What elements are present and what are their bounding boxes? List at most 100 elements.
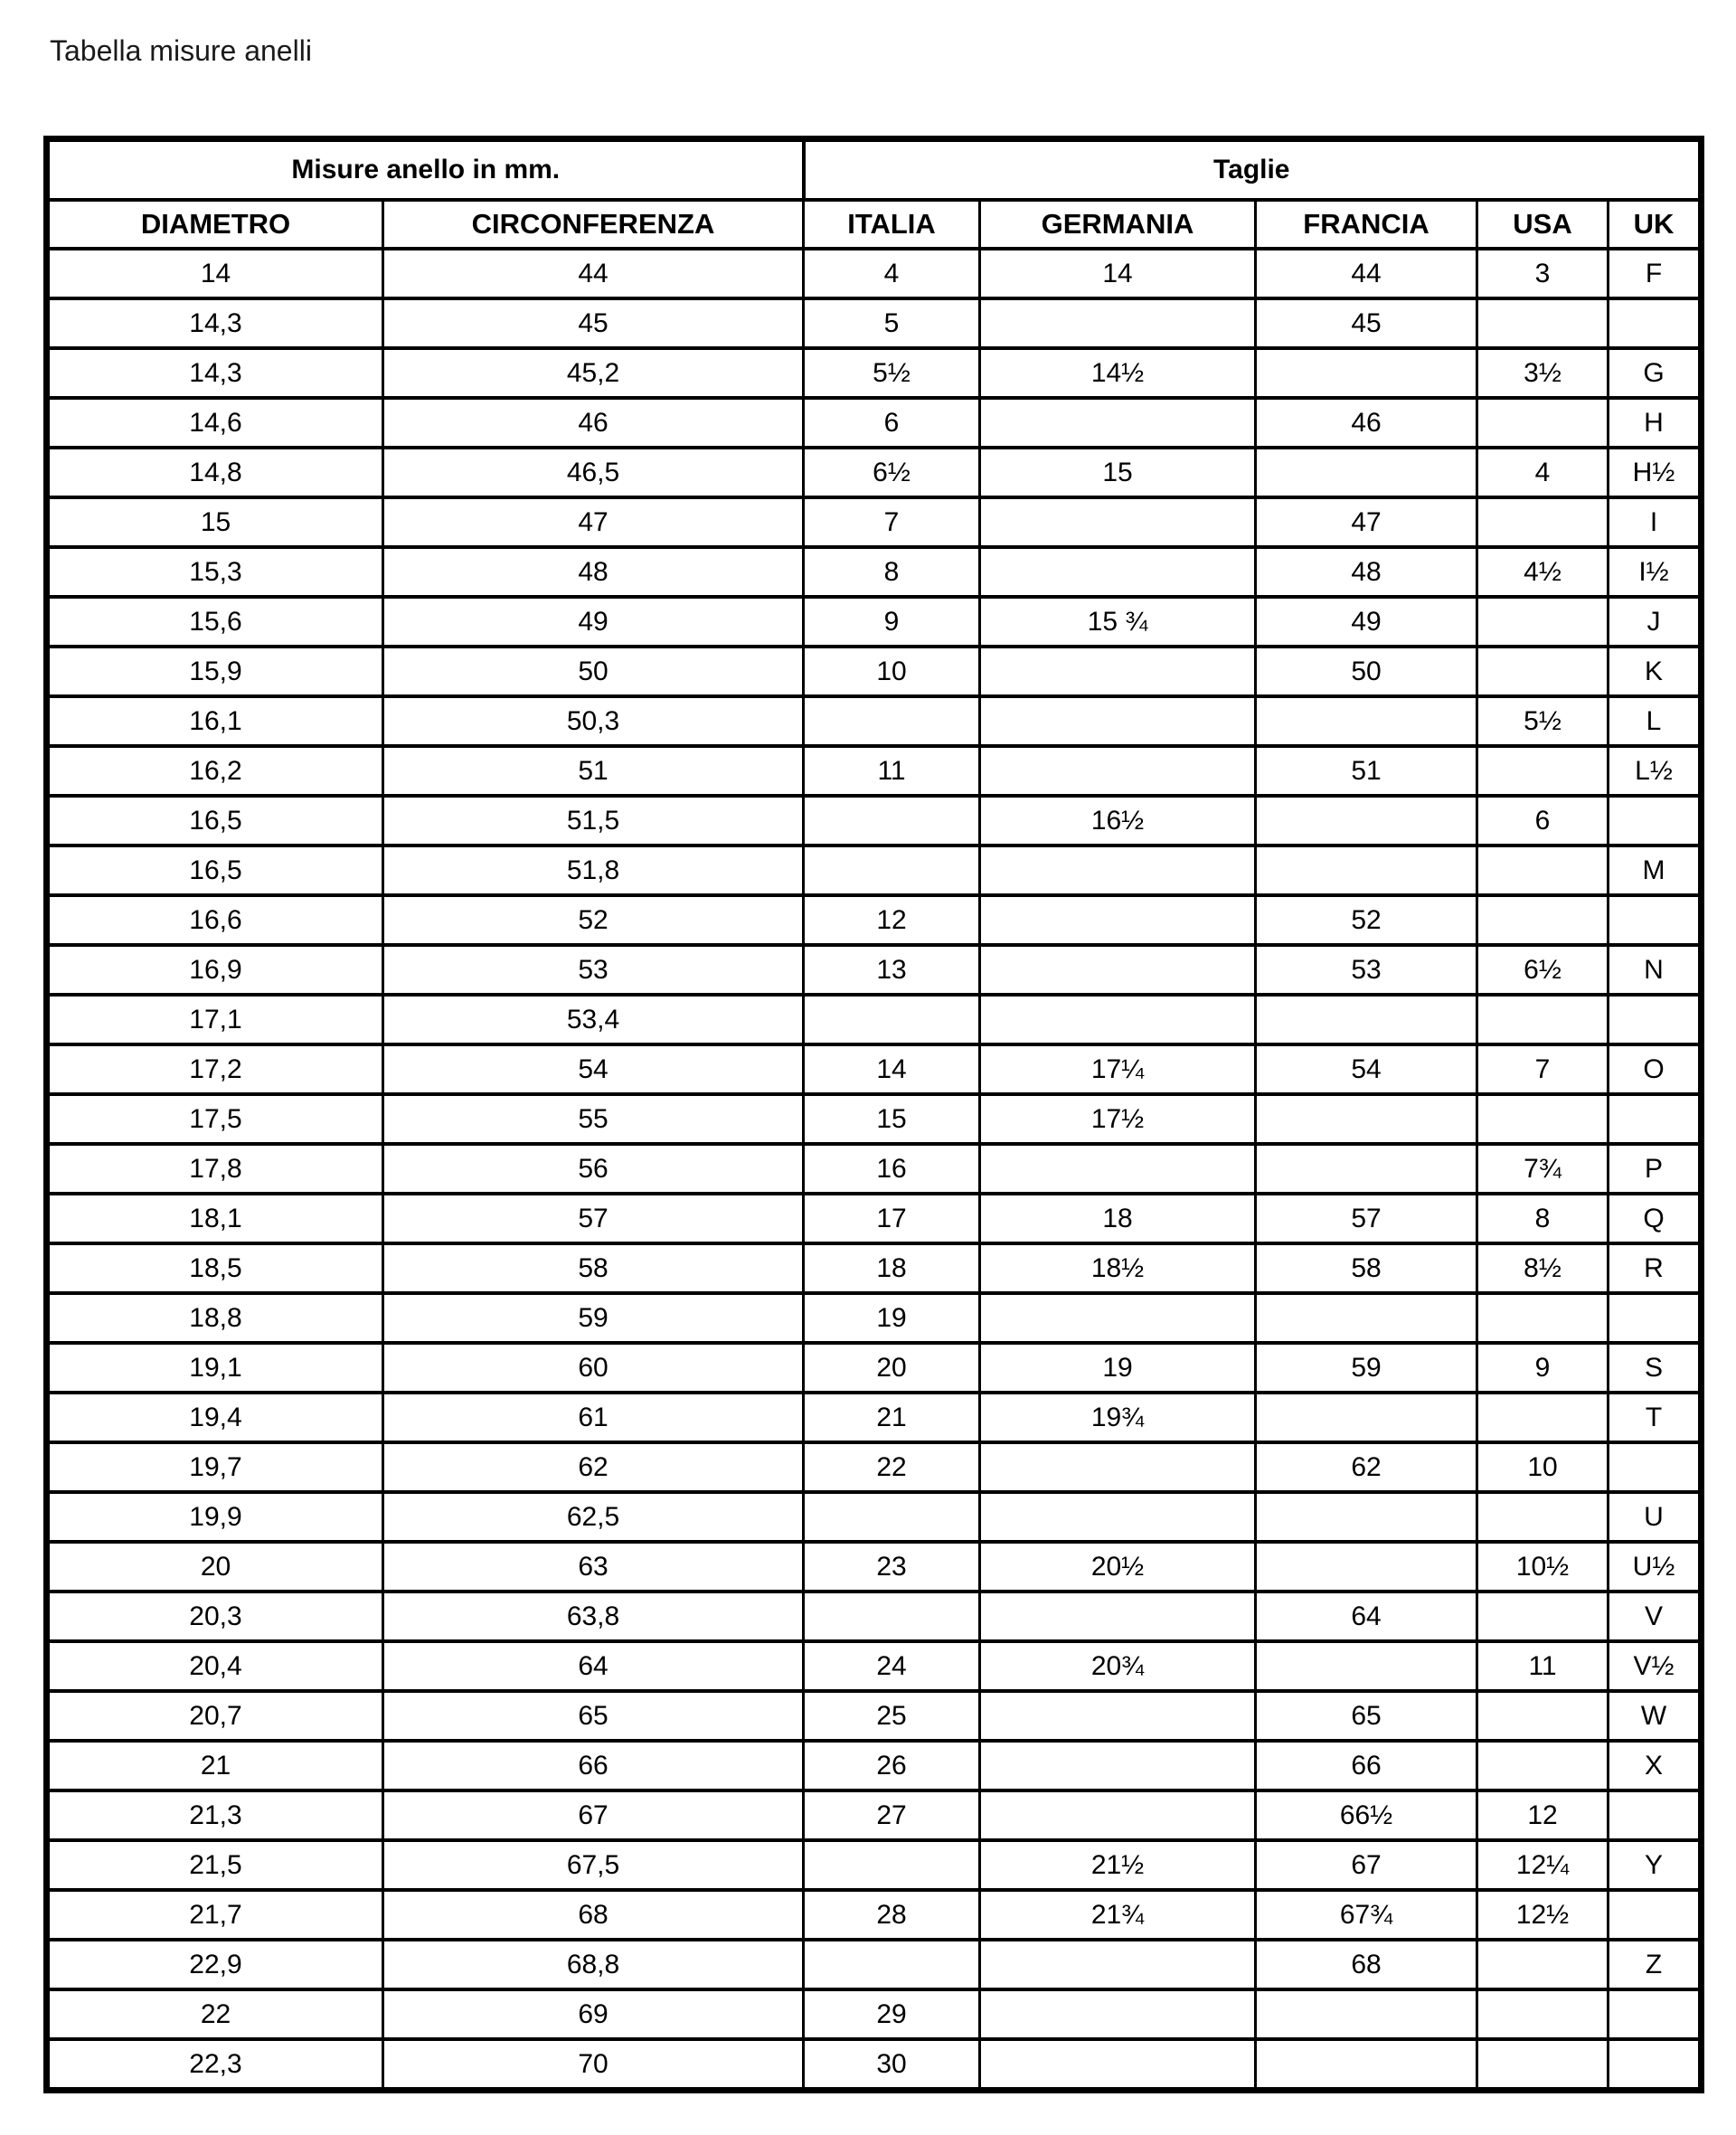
cell-diametro-row19: 17,8	[45, 1142, 384, 1195]
cell-francia-row21: 58	[1254, 1242, 1479, 1295]
cell-circonferenza-row23: 60	[381, 1341, 806, 1394]
cell-circonferenza-row10: 50,3	[381, 694, 806, 748]
cell-germania-row16	[978, 993, 1258, 1046]
cell-francia-row25: 62	[1254, 1441, 1479, 1494]
cell-francia-row11: 51	[1254, 744, 1479, 798]
cell-germania-row1: 14	[978, 247, 1258, 300]
table-row: 20,3 63,8 64 V	[45, 1590, 1703, 1643]
cell-circonferenza-row36: 69	[381, 1988, 806, 2041]
cell-francia-row36	[1254, 1988, 1479, 2041]
cell-italia-row19: 16	[802, 1142, 982, 1195]
cell-germania-row7	[978, 545, 1258, 599]
cell-diametro-row34: 21,7	[45, 1888, 384, 1941]
table-row: 17,1 53,4	[45, 993, 1703, 1046]
cell-diametro-row7: 15,3	[45, 545, 384, 599]
cell-italia-row2: 5	[802, 297, 982, 350]
table-row: 15 47 7 47 I	[45, 496, 1703, 549]
cell-germania-row23: 19	[978, 1341, 1258, 1394]
cell-circonferenza-row27: 63	[381, 1540, 806, 1593]
cell-circonferenza-row13: 51,8	[381, 844, 806, 897]
table-row: 21,3 67 27 66½ 12	[45, 1789, 1703, 1842]
cell-usa-row21: 8½	[1476, 1242, 1610, 1295]
cell-italia-row10	[802, 694, 982, 748]
ring-size-table: Misure anello in mm. Taglie DIAMETRO CIRCO…	[42, 136, 1705, 2093]
group-header-row: Misure anello in mm. Taglie	[42, 137, 1705, 202]
cell-circonferenza-row29: 64	[381, 1639, 806, 1693]
cell-diametro-row8: 15,6	[45, 595, 384, 648]
column-header-usa: USA	[1476, 198, 1610, 250]
table-row: 17,5 55 15 17½	[45, 1092, 1703, 1146]
group-header-taglie: Taglie	[801, 137, 1705, 202]
cell-usa-row12: 6	[1476, 794, 1610, 847]
table-row: 19,4 61 21 19¾ T	[45, 1391, 1703, 1444]
cell-uk-row10: L	[1607, 694, 1703, 748]
table-row: 21,7 68 28 21¾ 67¾ 12½	[45, 1888, 1703, 1941]
cell-francia-row24	[1254, 1391, 1479, 1444]
cell-diametro-row30: 20,7	[45, 1689, 384, 1743]
column-header-circonferenza: CIRCONFERENZA	[381, 198, 806, 250]
column-header-germania: GERMANIA	[978, 198, 1258, 250]
cell-diametro-row17: 17,2	[45, 1043, 384, 1096]
table-row: 17,2 54 14 17¼ 54 7 O	[45, 1043, 1703, 1096]
cell-germania-row32	[978, 1789, 1258, 1842]
cell-italia-row30: 25	[802, 1689, 982, 1743]
cell-germania-row29: 20¾	[978, 1639, 1258, 1693]
cell-italia-row26	[802, 1490, 982, 1544]
cell-diametro-row3: 14,3	[45, 346, 384, 400]
cell-usa-row6	[1476, 496, 1610, 549]
table-row: 20,4 64 24 20¾ 11 V½	[45, 1639, 1703, 1693]
cell-circonferenza-row4: 46	[381, 396, 806, 449]
cell-francia-row14: 52	[1254, 893, 1479, 947]
cell-uk-row31: X	[1607, 1739, 1703, 1792]
cell-italia-row3: 5½	[802, 346, 982, 400]
cell-usa-row33: 12¼	[1476, 1838, 1610, 1892]
cell-uk-row25	[1607, 1441, 1703, 1494]
cell-italia-row29: 24	[802, 1639, 982, 1693]
cell-germania-row15	[978, 943, 1258, 997]
cell-usa-row36	[1476, 1988, 1610, 2041]
table-row: 19,7 62 22 62 10	[45, 1441, 1703, 1494]
cell-italia-row33	[802, 1838, 982, 1892]
cell-uk-row8: J	[1607, 595, 1703, 648]
cell-francia-row9: 50	[1254, 645, 1479, 698]
cell-uk-row34	[1607, 1888, 1703, 1941]
cell-germania-row4	[978, 396, 1258, 449]
cell-germania-row36	[978, 1988, 1258, 2041]
cell-francia-row35: 68	[1254, 1938, 1479, 1991]
cell-germania-row6	[978, 496, 1258, 549]
page-title: Tabella misure anelli	[50, 34, 312, 67]
cell-usa-row2	[1476, 297, 1610, 350]
cell-diametro-row16: 17,1	[45, 993, 384, 1046]
cell-diametro-row29: 20,4	[45, 1639, 384, 1693]
cell-circonferenza-row32: 67	[381, 1789, 806, 1842]
cell-italia-row28	[802, 1590, 982, 1643]
cell-uk-row36	[1607, 1988, 1703, 2041]
cell-italia-row6: 7	[802, 496, 982, 549]
cell-italia-row18: 15	[802, 1092, 982, 1146]
cell-circonferenza-row5: 46,5	[381, 446, 806, 499]
cell-circonferenza-row11: 51	[381, 744, 806, 798]
cell-diametro-row21: 18,5	[45, 1242, 384, 1295]
cell-uk-row23: S	[1607, 1341, 1703, 1394]
cell-circonferenza-row9: 50	[381, 645, 806, 698]
cell-usa-row8	[1476, 595, 1610, 648]
cell-uk-row18	[1607, 1092, 1703, 1146]
cell-germania-row2	[978, 297, 1258, 350]
cell-circonferenza-row31: 66	[381, 1739, 806, 1792]
cell-uk-row30: W	[1607, 1689, 1703, 1743]
cell-germania-row28	[978, 1590, 1258, 1643]
cell-germania-row33: 21½	[978, 1838, 1258, 1892]
cell-italia-row12	[802, 794, 982, 847]
cell-diametro-row37: 22,3	[45, 2037, 384, 2092]
cell-francia-row4: 46	[1254, 396, 1479, 449]
cell-germania-row24: 19¾	[978, 1391, 1258, 1444]
cell-germania-row30	[978, 1689, 1258, 1743]
cell-circonferenza-row21: 58	[381, 1242, 806, 1295]
cell-italia-row36: 29	[802, 1988, 982, 2041]
cell-circonferenza-row8: 49	[381, 595, 806, 648]
cell-germania-row20: 18	[978, 1192, 1258, 1245]
cell-circonferenza-row19: 56	[381, 1142, 806, 1195]
cell-francia-row32: 66½	[1254, 1789, 1479, 1842]
table-row: 21 66 26 66 X	[45, 1739, 1703, 1792]
cell-italia-row5: 6½	[802, 446, 982, 499]
